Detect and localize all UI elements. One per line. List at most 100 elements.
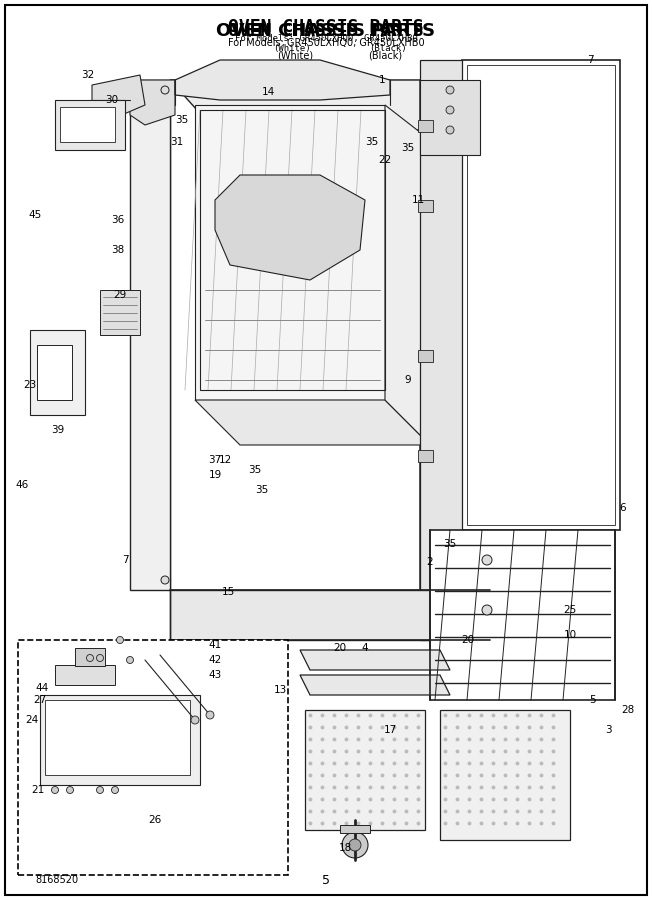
Text: 41: 41 <box>209 640 222 650</box>
Polygon shape <box>130 80 170 590</box>
Text: 44: 44 <box>35 683 49 693</box>
Bar <box>200 110 385 390</box>
Text: OVEN CHASSIS PARTS: OVEN CHASSIS PARTS <box>228 22 424 40</box>
Text: 45: 45 <box>29 210 42 220</box>
Bar <box>305 710 425 830</box>
Polygon shape <box>462 60 620 530</box>
Circle shape <box>446 106 454 114</box>
Text: 38: 38 <box>111 245 125 255</box>
Text: 25: 25 <box>563 605 576 615</box>
Text: 7: 7 <box>122 555 128 565</box>
Text: 14: 14 <box>261 87 274 97</box>
Text: 5: 5 <box>322 874 330 886</box>
Text: 10: 10 <box>563 630 576 640</box>
Circle shape <box>126 656 134 663</box>
Circle shape <box>161 576 169 584</box>
Bar <box>45 700 190 775</box>
Polygon shape <box>170 590 490 640</box>
Polygon shape <box>385 105 430 445</box>
Text: 19: 19 <box>209 470 222 480</box>
Bar <box>55 665 115 685</box>
Polygon shape <box>420 80 490 590</box>
Circle shape <box>111 787 119 794</box>
Text: (White): (White) <box>277 50 313 60</box>
Bar <box>418 450 433 462</box>
Text: 30: 30 <box>106 95 119 105</box>
Bar <box>30 330 85 415</box>
Circle shape <box>87 654 93 662</box>
Text: 39: 39 <box>52 425 65 435</box>
Text: 9: 9 <box>405 375 411 385</box>
Polygon shape <box>430 530 615 700</box>
Circle shape <box>96 654 104 662</box>
Circle shape <box>161 86 169 94</box>
Text: 28: 28 <box>621 705 634 715</box>
Polygon shape <box>175 60 390 100</box>
Bar <box>37 345 72 400</box>
Text: 26: 26 <box>149 815 162 825</box>
Circle shape <box>482 605 492 615</box>
Text: 42: 42 <box>209 655 222 665</box>
Text: 35: 35 <box>256 485 269 495</box>
Text: (Black): (Black) <box>368 50 402 60</box>
Bar <box>18 640 288 875</box>
Polygon shape <box>300 675 450 695</box>
Polygon shape <box>300 650 450 670</box>
Polygon shape <box>170 80 490 130</box>
Bar <box>418 120 433 132</box>
Text: 35: 35 <box>248 465 261 475</box>
Text: 29: 29 <box>113 290 126 300</box>
Text: For Models: GR450LXHQ0, GR450LXHB0: For Models: GR450LXHQ0, GR450LXHB0 <box>228 38 424 48</box>
Polygon shape <box>420 60 462 600</box>
Text: 35: 35 <box>365 137 379 147</box>
Text: OVEN CHASSIS PARTS: OVEN CHASSIS PARTS <box>228 18 424 36</box>
Circle shape <box>52 787 59 794</box>
Polygon shape <box>170 80 420 590</box>
Text: 12: 12 <box>218 455 231 465</box>
Circle shape <box>446 86 454 94</box>
Bar <box>100 290 140 335</box>
Text: 1: 1 <box>379 75 385 85</box>
Text: 35: 35 <box>443 539 456 549</box>
Bar <box>40 695 200 785</box>
Polygon shape <box>92 75 145 120</box>
Circle shape <box>446 126 454 134</box>
Text: 46: 46 <box>16 480 29 490</box>
Text: 22: 22 <box>378 155 392 165</box>
Polygon shape <box>195 105 385 400</box>
Text: 6: 6 <box>619 503 627 513</box>
Text: 5: 5 <box>589 695 595 705</box>
Polygon shape <box>420 80 480 155</box>
Text: 43: 43 <box>209 670 222 680</box>
Text: 32: 32 <box>82 70 95 80</box>
Text: 4: 4 <box>362 643 368 653</box>
Text: (White): (White) <box>273 44 311 53</box>
Circle shape <box>349 839 361 851</box>
Text: 11: 11 <box>411 195 424 205</box>
Text: 17: 17 <box>383 725 396 735</box>
Text: 15: 15 <box>222 587 235 597</box>
Text: 35: 35 <box>402 143 415 153</box>
Bar <box>60 107 115 142</box>
Bar <box>55 100 125 150</box>
Text: 20: 20 <box>333 643 347 653</box>
Text: 13: 13 <box>273 685 287 695</box>
Polygon shape <box>195 400 430 445</box>
Text: 37: 37 <box>209 455 222 465</box>
Circle shape <box>482 555 492 565</box>
Text: 3: 3 <box>604 725 612 735</box>
Text: 21: 21 <box>31 785 44 795</box>
Text: 35: 35 <box>175 115 188 125</box>
Text: 2: 2 <box>426 557 434 567</box>
Text: 8168520: 8168520 <box>35 875 78 885</box>
Text: OVEN CHASSIS PARTS: OVEN CHASSIS PARTS <box>216 22 436 40</box>
Text: 18: 18 <box>338 843 351 853</box>
Text: 23: 23 <box>23 380 37 390</box>
Circle shape <box>117 636 123 644</box>
Text: 20: 20 <box>462 635 475 645</box>
Text: (Black): (Black) <box>369 44 407 53</box>
Text: 31: 31 <box>170 137 184 147</box>
Bar <box>418 350 433 362</box>
Circle shape <box>67 787 74 794</box>
Bar <box>440 710 570 840</box>
